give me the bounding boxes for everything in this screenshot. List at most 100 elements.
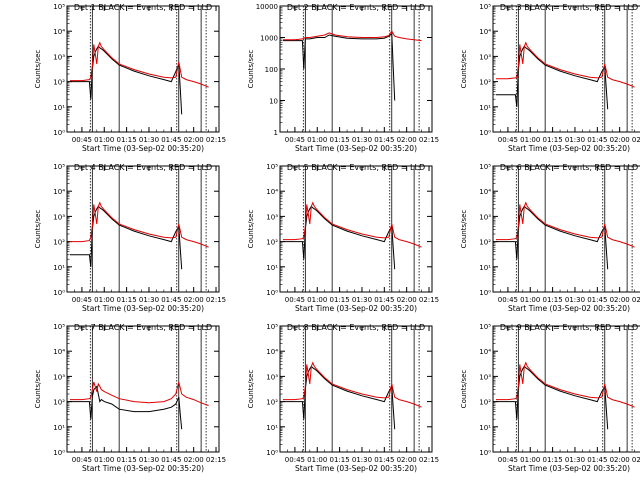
plot-frame <box>66 325 220 453</box>
y-axis-label: Counts/sec <box>34 210 42 249</box>
y-tick-label: 10⁵ <box>479 3 491 11</box>
x-tick-label: 01:00 <box>520 456 540 464</box>
y-tick-label: 10¹ <box>479 264 491 272</box>
x-tick-label: 01:00 <box>94 136 114 144</box>
x-tick-label: 00:45 <box>285 136 305 144</box>
x-tick-label: 00:45 <box>498 456 518 464</box>
y-tick-label: 10² <box>479 239 491 247</box>
x-tick-label: 02:00 <box>397 136 417 144</box>
y-tick-label: 10⁴ <box>479 348 491 356</box>
y-tick-label: 10⁴ <box>479 28 491 36</box>
x-tick-label: 01:30 <box>139 136 159 144</box>
y-tick-label: 10000 <box>256 3 278 11</box>
x-tick-label: 02:15 <box>206 296 226 304</box>
panel-title: Det 6 BLACK = Events, RED = LLD <box>500 163 638 172</box>
x-tick-label: 02:15 <box>419 296 439 304</box>
x-tick-label: 00:45 <box>72 456 92 464</box>
detector-panel-4: Det 4 BLACK = Events, RED = LLD 10⁰ 10¹ 10²… <box>34 163 226 313</box>
x-tick-label: 01:30 <box>352 456 372 464</box>
detector-panel-1: Det 1 BLACK = Events, RED = LLD 10⁰ 10¹ 10²… <box>34 3 226 153</box>
detector-panel-2: Det 2 BLACK = Events, RED = LLD 1 10 100 100… <box>247 3 439 153</box>
y-tick-label: 10⁴ <box>53 28 65 36</box>
y-tick-label: 100 <box>265 66 278 74</box>
x-tick-label: 02:00 <box>397 296 417 304</box>
series-lld-line <box>70 41 209 88</box>
y-tick-label: 10⁴ <box>53 348 65 356</box>
x-tick-label: 00:45 <box>72 136 92 144</box>
y-axis-label: Counts/sec <box>460 50 468 89</box>
x-tick-label: 01:00 <box>520 136 540 144</box>
x-tick-label: 02:15 <box>206 136 226 144</box>
x-tick-label: 01:00 <box>94 456 114 464</box>
x-tick-label: 01:15 <box>330 456 350 464</box>
panel-title: Det 3 BLACK = Events, RED = LLD <box>500 3 638 12</box>
x-tick-label: 01:15 <box>330 296 350 304</box>
x-tick-label: 01:45 <box>587 296 607 304</box>
series-lld-line <box>496 201 635 248</box>
x-tick-label: 02:00 <box>184 456 204 464</box>
x-tick-label: 02:15 <box>632 456 640 464</box>
x-tick-label: 01:30 <box>139 456 159 464</box>
panel-title: Det 5 BLACK = Events, RED = LLD <box>287 163 425 172</box>
series-events-line <box>70 45 183 115</box>
x-tick-label: 01:30 <box>352 296 372 304</box>
x-tick-label: 01:00 <box>307 296 327 304</box>
x-tick-label: 02:00 <box>610 296 630 304</box>
x-tick-label: 01:45 <box>161 456 181 464</box>
x-tick-label: 02:15 <box>632 296 640 304</box>
y-tick-label: 10² <box>266 399 278 407</box>
series-lld-line <box>70 381 209 406</box>
x-tick-label: 01:15 <box>117 296 137 304</box>
x-tick-label: 01:00 <box>94 296 114 304</box>
y-tick-label: 10⁵ <box>53 163 65 171</box>
y-tick-label: 10³ <box>479 53 491 61</box>
y-tick-label: 10² <box>53 399 65 407</box>
y-tick-label: 10¹ <box>266 264 278 272</box>
detector-panel-5: Det 5 BLACK = Events, RED = LLD 10⁰ 10¹ 10²… <box>247 163 439 313</box>
y-tick-label: 10⁰ <box>266 449 278 457</box>
panel-title: Det 9 BLACK = Events, RED = LLD <box>500 323 638 332</box>
x-tick-label: 02:00 <box>610 136 630 144</box>
y-tick-label: 10³ <box>479 213 491 221</box>
x-tick-label: 01:45 <box>161 136 181 144</box>
y-tick-label: 10¹ <box>479 424 491 432</box>
y-tick-label: 10⁰ <box>53 129 65 137</box>
x-tick-label: 01:15 <box>330 136 350 144</box>
y-tick-label: 10¹ <box>53 424 65 432</box>
series-events-line <box>496 205 609 270</box>
y-tick-label: 10¹ <box>53 264 65 272</box>
y-tick-label: 10² <box>479 399 491 407</box>
series-lld-line <box>70 201 209 248</box>
x-tick-label: 02:00 <box>610 456 630 464</box>
y-tick-label: 1000 <box>260 35 278 43</box>
x-tick-label: 00:45 <box>498 136 518 144</box>
x-axis-label: Start Time (03-Sep-02 00:35:20) <box>508 304 630 313</box>
x-tick-label: 01:45 <box>374 296 394 304</box>
x-tick-label: 01:15 <box>117 456 137 464</box>
x-tick-label: 01:45 <box>374 136 394 144</box>
y-axis-label: Counts/sec <box>460 210 468 249</box>
series-events-line <box>283 365 396 430</box>
y-axis-label: Counts/sec <box>34 370 42 409</box>
plot-frame <box>66 5 220 133</box>
y-axis-label: Counts/sec <box>247 210 255 249</box>
x-tick-label: 01:30 <box>565 456 585 464</box>
y-tick-label: 10⁰ <box>479 289 491 297</box>
y-tick-label: 10⁴ <box>266 188 278 196</box>
x-tick-label: 02:15 <box>206 456 226 464</box>
y-tick-label: 10⁵ <box>53 3 65 11</box>
panel-title: Det 1 BLACK = Events, RED = LLD <box>74 3 212 12</box>
plot-frame <box>66 165 220 293</box>
x-tick-label: 01:00 <box>520 296 540 304</box>
y-tick-label: 10⁰ <box>266 289 278 297</box>
y-tick-label: 10¹ <box>266 424 278 432</box>
series-events-line <box>496 45 609 110</box>
series-events-line <box>70 205 183 270</box>
plot-frame <box>279 165 433 293</box>
x-tick-label: 02:00 <box>184 136 204 144</box>
y-tick-label: 10⁵ <box>53 323 65 331</box>
y-tick-label: 10⁴ <box>479 188 491 196</box>
series-lld-line <box>496 361 635 408</box>
y-tick-label: 10² <box>53 79 65 87</box>
